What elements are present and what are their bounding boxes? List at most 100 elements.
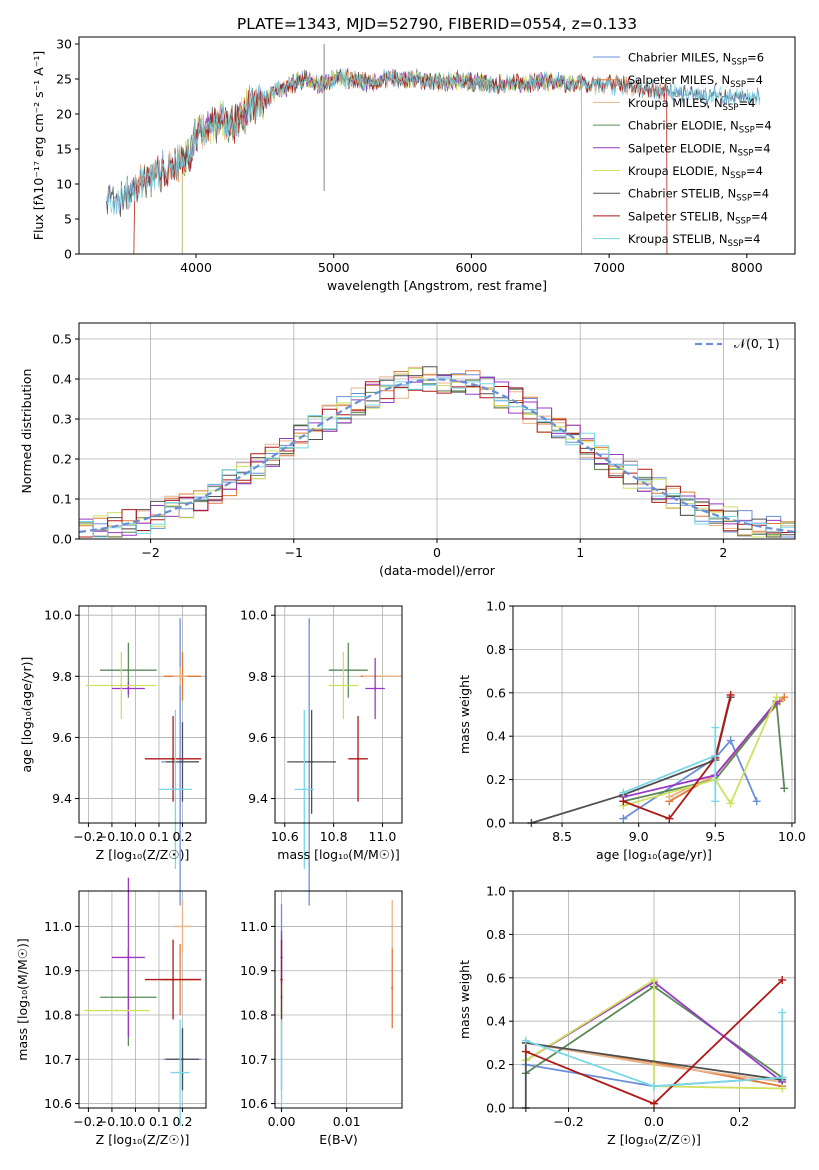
data-point-ke — [342, 684, 345, 687]
y-tick-label: 20 — [56, 107, 72, 122]
x-tick-label: 10.8 — [320, 829, 348, 844]
data-point-ss — [280, 978, 283, 981]
x-tick-label: −0.2 — [73, 829, 103, 844]
x-tick-label: 0 — [433, 545, 441, 560]
marker-ss — [726, 690, 735, 699]
data-point-se — [373, 687, 377, 690]
x-tick-label: 6000 — [456, 260, 488, 275]
y-tick-label: 0.8 — [486, 642, 506, 657]
plot-frame — [274, 605, 403, 824]
marker-ss — [619, 797, 628, 806]
x-tick-label: 0.2 — [173, 1114, 193, 1129]
y-tick-label: 10.8 — [240, 1008, 268, 1023]
marker-ss — [521, 1047, 530, 1056]
data-point-ce — [347, 668, 350, 672]
data-point-sm — [391, 987, 394, 990]
x-tick-label: 8.5 — [552, 829, 572, 844]
y-tick-label: 25 — [56, 72, 72, 87]
x-tick-label: 0.0 — [644, 1114, 664, 1129]
y-tick-label: 0.3 — [52, 412, 72, 427]
x-tick-label: 0.0 — [125, 1114, 145, 1129]
y-tick-label: 0.1 — [52, 492, 72, 507]
marker-ke — [650, 975, 658, 984]
y-tick-label: 10.0 — [44, 608, 72, 623]
marker-ke — [726, 799, 735, 808]
plot-frame — [274, 890, 403, 1109]
data-point-ke — [115, 1009, 118, 1012]
histogram-step-ss — [79, 381, 795, 538]
y-tick-label: 10 — [56, 177, 72, 192]
age-vs-mass-panel: 10.6 10.8 11.0 9.4 9.6 9.8 10.0 mass [log₁₀(M/M… — [240, 605, 403, 906]
marker-cm — [752, 797, 761, 806]
x-tick-label: 1 — [576, 545, 584, 560]
marker-ks — [711, 797, 720, 806]
data-point-ce — [127, 668, 130, 672]
marker-sm — [780, 693, 789, 702]
marker-ce — [780, 784, 789, 793]
y-tick-label: 10.7 — [44, 1052, 72, 1067]
y-tick-label: 10.9 — [240, 963, 268, 978]
plot-frame — [512, 605, 796, 824]
x-axis-label: Z [log₁₀(Z/Z☉)] — [607, 1132, 701, 1147]
mass-weight-vs-age-panel: 8.5 9.0 9.5 10.0 0.0 0.2 0.4 0.6 0.8 1.0 age [log₁… — [457, 599, 806, 863]
marker-ks — [650, 1082, 658, 1091]
x-tick-label: −0.1 — [97, 1114, 127, 1129]
y-tick-label: 9.6 — [52, 730, 72, 745]
legend-entry: Salpeter STELIB, NSSP=4 — [628, 209, 768, 226]
x-tick-label: 0.0 — [125, 829, 145, 844]
mass-vs-EBV-panel: 0.00 0.01 10.6 10.7 10.8 10.9 11.0 E(B-V) — [240, 890, 403, 1147]
data-point-km — [381, 675, 384, 678]
y-axis-label: age [log₁₀(age/yr)] — [19, 657, 34, 773]
marker-ks — [778, 1073, 787, 1082]
x-tick-label: 7000 — [593, 260, 625, 275]
x-axis-label: wavelength [Angstrom, rest frame] — [327, 278, 547, 293]
data-point-se — [127, 956, 130, 959]
data-point-ks — [174, 788, 177, 791]
y-tick-label: 11.0 — [44, 919, 72, 934]
x-tick-label: 9.0 — [629, 829, 649, 844]
legend-entry-normal: 𝒩(0, 1) — [734, 336, 780, 351]
data-point-ke — [120, 684, 123, 687]
y-tick-label: 0.4 — [486, 729, 506, 744]
mass-vs-Z-panel: −0.2−0.10.0 0.1 0.2 10.6 10.7 10.8 10.9 11.0 Z [… — [15, 877, 207, 1147]
data-point-se — [127, 687, 130, 690]
y-tick-label: 0.5 — [52, 332, 72, 347]
x-axis-label: Z [log₁₀(Z/Z☉)] — [96, 847, 190, 862]
y-tick-label: 9.4 — [248, 791, 268, 806]
x-tick-label: −0.2 — [553, 1114, 583, 1129]
marker-ke — [772, 693, 781, 702]
x-tick-label: 5000 — [318, 260, 350, 275]
mass-weight-vs-Z-panel: −0.2 0.0 0.2 0.0 0.2 0.4 0.6 0.8 1.0 Z [log₁₀(Z/Z… — [457, 884, 796, 1147]
x-axis-label: Z [log₁₀(Z/Z☉)] — [96, 1132, 190, 1147]
legend-entry: Chabrier ELODIE, NSSP=4 — [628, 119, 772, 136]
legend-entry: Chabrier STELIB, NSSP=4 — [628, 187, 769, 204]
y-tick-label: 9.4 — [52, 791, 72, 806]
marker-ke — [778, 1084, 787, 1093]
normal-reference-curve — [78, 378, 796, 534]
x-axis-label: mass [log₁₀(M/M☉)] — [277, 847, 399, 862]
data-point-ks — [280, 1058, 283, 1061]
x-tick-label: 0.2 — [730, 1114, 750, 1129]
spectrum-line-km — [127, 69, 668, 255]
marker-ss — [778, 975, 787, 984]
y-tick-label: 9.6 — [248, 730, 268, 745]
spectrum-line-ke — [181, 70, 582, 255]
histogram-step-cs — [79, 366, 795, 538]
y-axis-label: mass weight — [457, 960, 472, 1039]
marker-cm — [726, 736, 735, 745]
y-tick-label: 0.2 — [486, 772, 506, 787]
data-point-km — [181, 925, 184, 928]
y-tick-label: 0.0 — [486, 1101, 506, 1116]
y-tick-label: 0.2 — [486, 1057, 506, 1072]
series-line-ss — [622, 694, 732, 820]
marker-ks — [711, 723, 720, 732]
marker-ks — [711, 751, 720, 760]
x-tick-label: 0.1 — [149, 829, 169, 844]
y-tick-label: 0 — [64, 247, 72, 262]
marker-ss — [650, 1099, 658, 1108]
data-point-cs — [310, 760, 313, 764]
spectrum-panel: Chabrier MILES, NSSP=6 Salpeter MILES, NS… — [31, 36, 796, 293]
series-line-ce — [623, 701, 786, 803]
y-tick-label: 0.4 — [52, 372, 72, 387]
